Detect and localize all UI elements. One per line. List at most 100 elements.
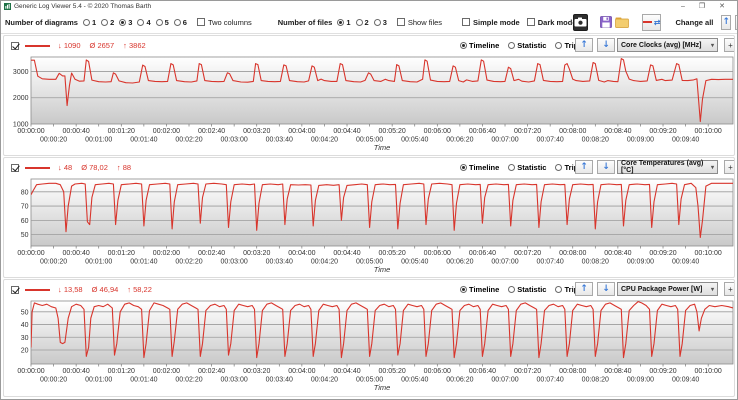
radio-selected-icon[interactable] — [337, 19, 344, 26]
svg-text:00:05:40: 00:05:40 — [401, 259, 428, 266]
checkbox-icon[interactable] — [197, 18, 205, 26]
checkbox-icon[interactable] — [462, 18, 470, 26]
view-statistic-radio[interactable]: Statistic — [508, 285, 546, 294]
metric-dropdown[interactable]: CPU Package Power [W] ▾ — [617, 282, 718, 296]
radio-icon[interactable] — [555, 42, 562, 49]
svg-text:00:09:40: 00:09:40 — [672, 377, 699, 384]
radio-icon[interactable] — [508, 164, 515, 171]
radio-icon[interactable] — [137, 19, 144, 26]
title-bar: Generic Log Viewer 5.4 - © 2020 Thomas B… — [1, 1, 737, 11]
diagrams-option-5[interactable]: 5 — [156, 18, 169, 27]
metric-dropdown[interactable]: Core Clocks (avg) [MHz] ▾ — [617, 38, 718, 52]
refresh-arrows-icon: ⇄ — [654, 18, 661, 27]
line-color-swatch-icon — [643, 21, 652, 24]
svg-text:00:06:00: 00:06:00 — [424, 128, 451, 135]
files-option-2[interactable]: 2 — [356, 18, 369, 27]
svg-text:00:08:20: 00:08:20 — [582, 259, 609, 266]
radio-selected-icon[interactable] — [460, 164, 467, 171]
radio-icon[interactable] — [156, 19, 163, 26]
svg-text:00:10:00: 00:10:00 — [695, 368, 722, 375]
maximize-button[interactable]: ❐ — [699, 4, 705, 10]
stat-min: ↓ 1090 — [58, 41, 81, 50]
screenshot-camera-button[interactable] — [573, 14, 588, 31]
core-clocks-chart[interactable]: 10002000300000:00:0000:00:2000:00:4000:0… — [4, 55, 735, 155]
metric-dropdown[interactable]: Core Temperatures (avg) [°C] ▾ — [617, 160, 718, 174]
diagrams-option-1[interactable]: 1 — [83, 18, 96, 27]
svg-text:00:04:40: 00:04:40 — [333, 368, 360, 375]
save-button[interactable] — [600, 14, 612, 30]
chevron-down-icon: ▾ — [711, 42, 714, 49]
radio-icon[interactable] — [83, 19, 90, 26]
number-of-diagrams-label: Number of diagrams — [5, 18, 78, 27]
svg-text:00:08:20: 00:08:20 — [582, 377, 609, 384]
files-option-1[interactable]: 1 — [337, 18, 350, 27]
checkbox-icon[interactable] — [527, 18, 535, 26]
up-arrow-icon: ↑ — [722, 17, 730, 27]
series-visible-checkbox[interactable] — [11, 164, 19, 172]
metric-down-button[interactable]: ↓ — [597, 282, 615, 296]
radio-icon[interactable] — [555, 286, 562, 293]
simple-mode-checkbox[interactable]: Simple mode — [462, 18, 520, 27]
radio-selected-icon[interactable] — [460, 286, 467, 293]
radio-icon[interactable] — [174, 19, 181, 26]
svg-text:00:08:40: 00:08:40 — [604, 128, 631, 135]
radio-icon[interactable] — [356, 19, 363, 26]
svg-text:00:03:00: 00:03:00 — [221, 137, 248, 144]
cpu-package-power-chart[interactable]: 2030405000:00:0000:00:2000:00:4000:01:00… — [4, 299, 735, 395]
panel-header: ↓ 1090 Ø 2657 ↑ 3862 Timeline Statistic … — [4, 36, 734, 55]
svg-text:00:02:20: 00:02:20 — [175, 137, 202, 144]
metric-down-button[interactable]: ↓ — [597, 38, 615, 52]
svg-text:2000: 2000 — [13, 95, 29, 102]
show-files-checkbox[interactable]: Show files — [397, 18, 442, 27]
series-visible-checkbox[interactable] — [11, 42, 19, 50]
radio-icon[interactable] — [508, 42, 515, 49]
files-option-3[interactable]: 3 — [374, 18, 387, 27]
minimize-button[interactable]: – — [681, 4, 685, 10]
panel-header: ↓ 13,58 Ø 46,94 ↑ 58,22 Timeline Statist… — [4, 280, 734, 299]
line-style-refresh-button[interactable]: ⇄ — [642, 14, 662, 31]
open-file-button[interactable] — [615, 14, 629, 30]
svg-text:00:04:00: 00:04:00 — [288, 250, 315, 257]
svg-text:00:08:00: 00:08:00 — [559, 128, 586, 135]
view-statistic-radio[interactable]: Statistic — [508, 163, 546, 172]
svg-text:00:06:20: 00:06:20 — [446, 259, 473, 266]
svg-text:00:04:20: 00:04:20 — [311, 259, 338, 266]
view-timeline-radio[interactable]: Timeline — [460, 163, 499, 172]
svg-text:00:07:40: 00:07:40 — [537, 137, 564, 144]
app-logo-icon — [4, 3, 11, 10]
change-all-up-button[interactable]: ↑ — [721, 15, 731, 30]
down-arrow-icon: ↓ — [602, 40, 610, 50]
svg-text:3000: 3000 — [13, 69, 29, 76]
diagrams-option-4[interactable]: 4 — [137, 18, 150, 27]
metric-up-button[interactable]: ↑ — [575, 160, 593, 174]
radio-icon[interactable] — [101, 19, 108, 26]
diagrams-option-2[interactable]: 2 — [101, 18, 114, 27]
radio-icon[interactable] — [374, 19, 381, 26]
add-metric-button[interactable]: + — [724, 160, 735, 174]
metric-up-button[interactable]: ↑ — [575, 38, 593, 52]
two-columns-checkbox[interactable]: Two columns — [197, 18, 252, 27]
add-metric-button[interactable]: + — [724, 282, 735, 296]
folder-icon — [615, 17, 629, 28]
main-toolbar: Number of diagrams 1 2 3 4 5 6 Two colum… — [1, 11, 737, 34]
close-button[interactable]: ✕ — [719, 4, 725, 10]
metric-up-button[interactable]: ↑ — [575, 282, 593, 296]
svg-text:00:05:40: 00:05:40 — [401, 137, 428, 144]
series-visible-checkbox[interactable] — [11, 286, 19, 294]
diagrams-option-3[interactable]: 3 — [119, 18, 132, 27]
svg-text:00:05:20: 00:05:20 — [379, 250, 406, 257]
radio-icon[interactable] — [555, 164, 562, 171]
core-temperatures-chart[interactable]: 5060708000:00:0000:00:2000:00:4000:01:00… — [4, 177, 735, 277]
view-statistic-radio[interactable]: Statistic — [508, 41, 546, 50]
view-timeline-radio[interactable]: Timeline — [460, 285, 499, 294]
view-timeline-radio[interactable]: Timeline — [460, 41, 499, 50]
number-of-files-label: Number of files — [278, 18, 333, 27]
radio-icon[interactable] — [508, 286, 515, 293]
radio-selected-icon[interactable] — [119, 19, 126, 26]
metric-down-button[interactable]: ↓ — [597, 160, 615, 174]
dark-mode-checkbox[interactable]: Dark mode — [527, 18, 573, 27]
checkbox-icon[interactable] — [397, 18, 405, 26]
radio-selected-icon[interactable] — [460, 42, 467, 49]
add-metric-button[interactable]: + — [724, 38, 735, 52]
diagrams-option-6[interactable]: 6 — [174, 18, 187, 27]
